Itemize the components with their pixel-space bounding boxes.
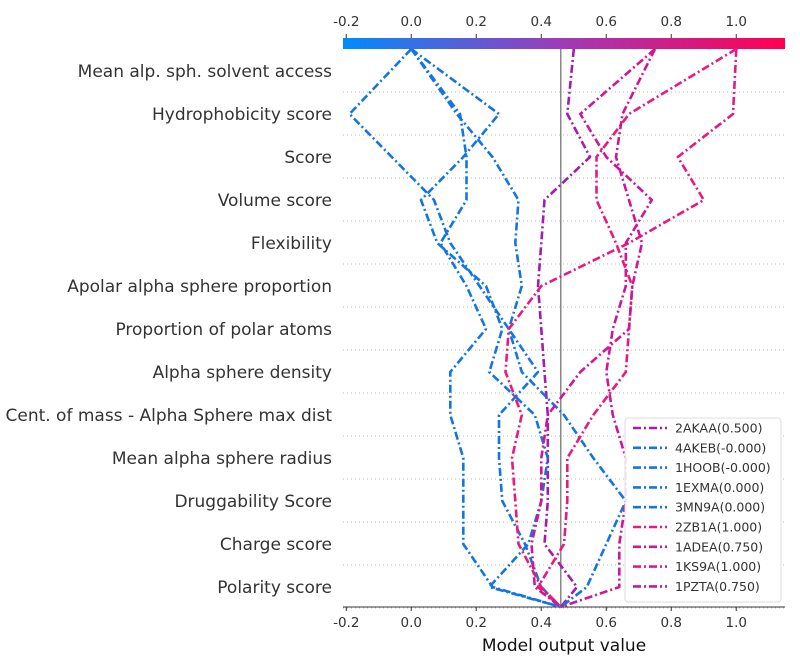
x-axis-title: Model output value (482, 636, 646, 656)
feature-label: Apolar alpha sphere proportion (67, 277, 332, 297)
feature-label: Druggability Score (174, 492, 332, 512)
x-tick-label-top: -0.2 (333, 14, 359, 30)
feature-label: Proportion of polar atoms (115, 320, 332, 340)
legend-label: 3MN9A(0.000) (675, 500, 765, 515)
legend-label: 1PZTA(0.750) (675, 579, 760, 594)
series-line (530, 48, 657, 609)
x-tick-label-top: 0.2 (466, 14, 487, 30)
legend-label: 2ZB1A(1.000) (675, 520, 762, 535)
x-tick-label-bottom: 0.2 (466, 615, 487, 631)
series-line (536, 47, 737, 608)
x-tick-label-bottom: -0.2 (333, 615, 359, 631)
x-tick-label-bottom: 0.4 (531, 615, 552, 631)
series-line (560, 48, 656, 609)
feature-label: Flexibility (251, 234, 332, 254)
feature-label: Hydrophobicity score (152, 105, 332, 125)
legend-label: 1HOOB(-0.000) (675, 460, 771, 475)
feature-label: Volume score (218, 191, 332, 211)
feature-label: Polarity score (217, 578, 332, 598)
legend-label: 1ADEA(0.750) (675, 539, 763, 554)
legend-label: 1KS9A(1.000) (675, 559, 761, 574)
series-lines (348, 47, 738, 609)
feature-labels: Mean alp. sph. solvent access Hydrophobic… (5, 62, 332, 598)
x-tick-label-bottom: 0.6 (596, 615, 617, 631)
series-line (504, 48, 738, 608)
x-tick-label-bottom: 0.8 (661, 615, 682, 631)
feature-label: Charge score (220, 535, 332, 555)
x-tick-label-bottom: 0.0 (401, 615, 422, 631)
legend-label: 2AKAA(0.500) (675, 421, 762, 436)
x-tick-label-top: 0.0 (401, 14, 422, 30)
colorbar (343, 38, 785, 49)
gridlines (343, 91, 785, 609)
x-tick-label-top: 0.8 (661, 14, 682, 30)
legend-label: 4AKEB(-0.000) (675, 440, 766, 455)
series-line (410, 48, 562, 609)
series-line (410, 48, 562, 608)
feature-label: Cent. of mass - Alpha Sphere max dist (5, 406, 332, 426)
series-line (536, 48, 592, 608)
feature-label: Alpha sphere density (153, 363, 332, 383)
feature-label: Score (284, 148, 332, 168)
x-tick-label-top: 1.0 (726, 14, 747, 30)
legend-box (624, 417, 782, 603)
x-tick-label-bottom: 1.0 (726, 615, 747, 631)
feature-label: Mean alpha sphere radius (112, 449, 332, 469)
series-line (348, 48, 628, 609)
legend: 2AKAA(0.500) 4AKEB(-0.000) 1HOOB(-0.000) 1E… (624, 417, 782, 603)
series-line (410, 47, 562, 609)
x-tick-label-top: 0.6 (596, 14, 617, 30)
legend-label: 1EXMA(0.000) (675, 480, 764, 495)
axes: -0.2 -0.2 0.0 0.0 0.2 0.2 0.4 0.4 0.6 0.6 0.8 0.8 1.… (333, 14, 785, 631)
feature-label: Mean alp. sph. solvent access (78, 62, 332, 82)
x-tick-label-top: 0.4 (531, 14, 552, 30)
